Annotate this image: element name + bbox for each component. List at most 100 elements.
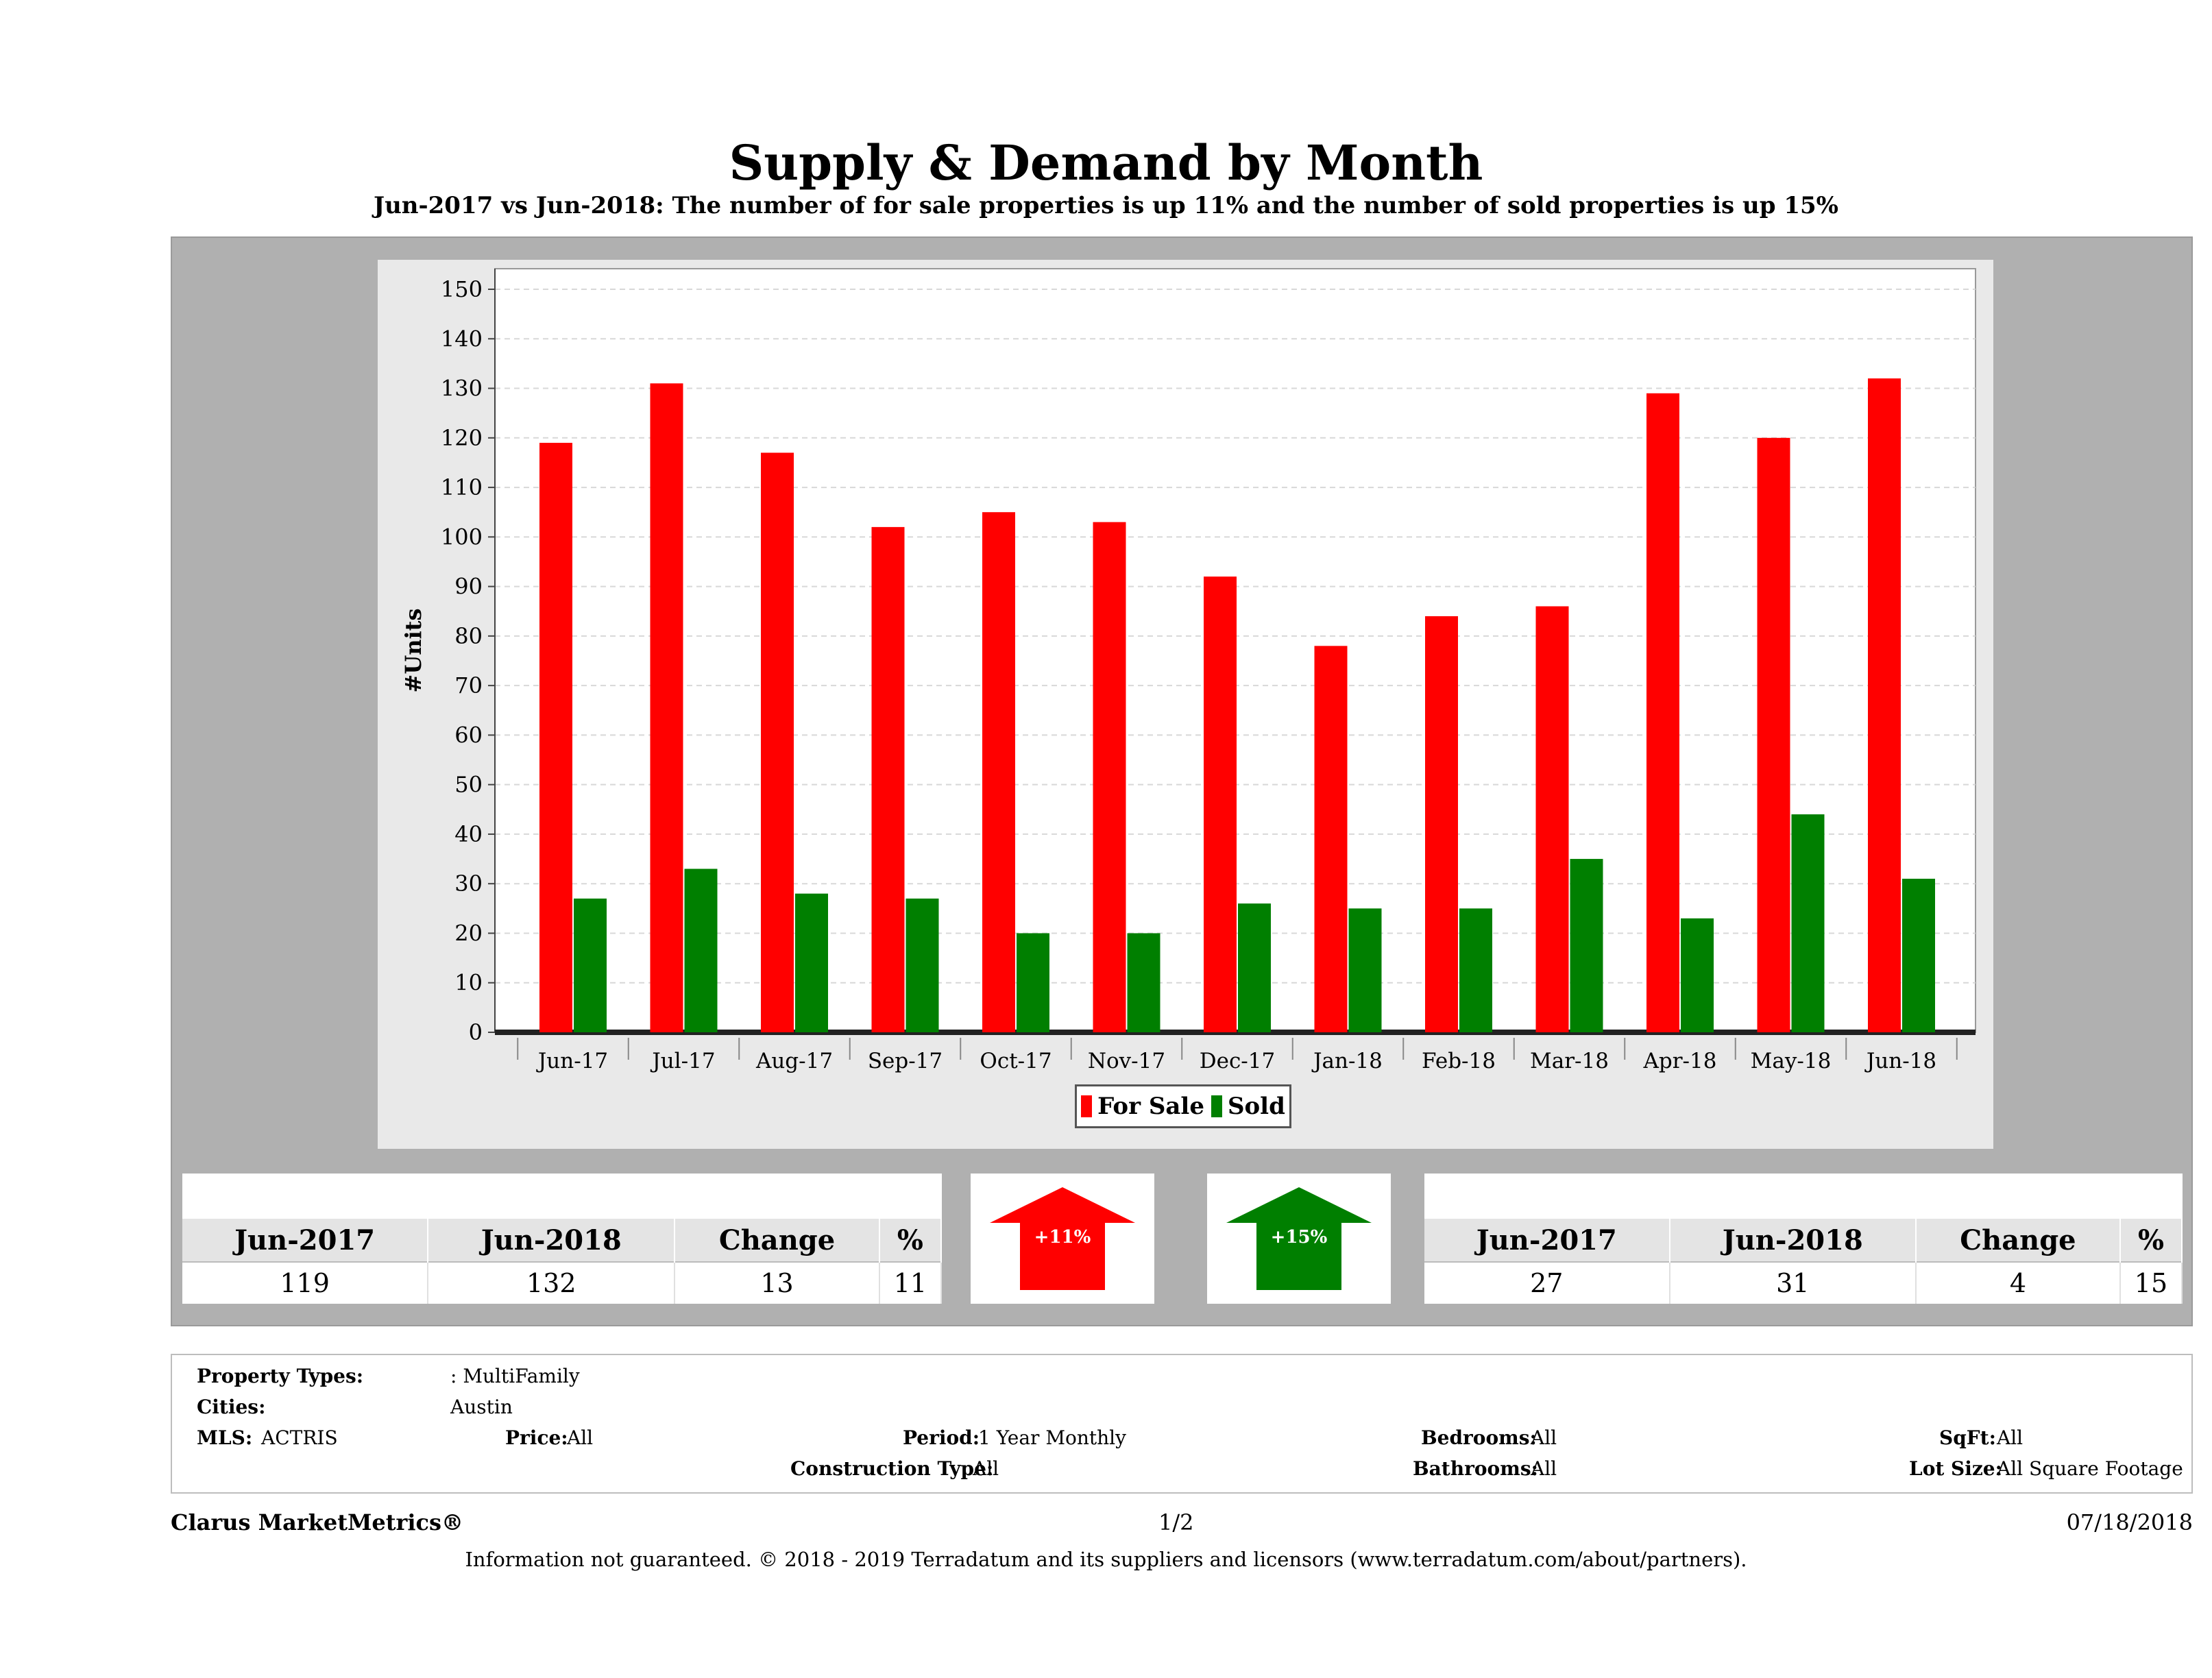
bar-for-sale [539, 443, 572, 1032]
sold-change-label: +15% [1270, 1227, 1328, 1248]
bathrooms-label: Bathrooms: [1413, 1457, 1538, 1480]
tick-labels: 0 10 20 30 40 50 60 70 80 90 100 110 120 130 140 150 #Un… [400, 276, 1936, 1073]
property-types-label: Property Types: [197, 1365, 364, 1387]
stat-value: 119 [182, 1261, 429, 1304]
x-tick-label: Nov-17 [1088, 1049, 1165, 1073]
bar-for-sale [1093, 522, 1126, 1032]
bar-for-sale [761, 452, 794, 1032]
sqft-value: All [1997, 1426, 2023, 1449]
bar-sold [1238, 903, 1271, 1032]
x-tick-label: Jun-18 [1864, 1049, 1936, 1073]
stat-value: 15 [2119, 1261, 2183, 1304]
bar-for-sale [650, 383, 683, 1032]
property-types-value: : MultiFamily [450, 1365, 580, 1387]
x-tick-label: Feb-18 [1422, 1049, 1496, 1073]
bar-for-sale [1425, 616, 1458, 1032]
stat-header: Change [674, 1219, 880, 1262]
y-tick-label: 10 [454, 970, 483, 996]
stat-header: % [879, 1219, 943, 1262]
bedrooms-label: Bedrooms: [1421, 1426, 1537, 1449]
x-tick-label: Mar-18 [1530, 1049, 1609, 1073]
bar-for-sale [1535, 606, 1569, 1032]
price-value: All [567, 1426, 594, 1449]
y-tick-label: 20 [454, 920, 483, 946]
chart-legend: For Sale Sold [1075, 1084, 1291, 1128]
construction-type-value: All [973, 1457, 999, 1480]
period-label: Period: [903, 1426, 980, 1449]
x-tick-label: Aug-17 [755, 1049, 833, 1073]
lot-size-value: All Square Footage [1997, 1457, 2183, 1480]
bar-chart: 0 10 20 30 40 50 60 70 80 90 100 110 120 130 140 150 #Un… [400, 268, 1976, 1073]
mls-label: MLS: [197, 1426, 253, 1449]
up-arrow-icon [1226, 1187, 1372, 1290]
bar-for-sale [1314, 646, 1348, 1032]
x-tick-label: Jan-18 [1311, 1049, 1383, 1073]
legend-label-sold: Sold [1227, 1093, 1285, 1120]
period-value: 1 Year Monthly [978, 1426, 1126, 1449]
lot-size-label: Lot Size: [1909, 1457, 2002, 1480]
footer-brand: Clarus MarketMetrics® [171, 1509, 464, 1535]
bar-sold [906, 898, 939, 1032]
for-sale-arrow-box: +11% [971, 1174, 1154, 1304]
y-tick-label: 140 [441, 326, 483, 352]
stat-value: 4 [1915, 1261, 2121, 1304]
bar-sold [684, 868, 718, 1032]
stat-header: Jun-2018 [1669, 1219, 1917, 1262]
stat-value: 11 [879, 1261, 943, 1304]
bar-sold [1681, 918, 1714, 1032]
bar-sold [1902, 878, 1935, 1032]
y-tick-label: 130 [441, 376, 483, 402]
y-tick-label: 110 [441, 474, 483, 500]
y-tick-label: 90 [454, 574, 483, 600]
cities-label: Cities: [197, 1396, 266, 1418]
bar-for-sale [1204, 576, 1237, 1032]
y-tick-label: 40 [454, 821, 483, 847]
y-tick-label: 50 [454, 772, 483, 798]
cities-value: Austin [450, 1396, 513, 1418]
up-arrow-icon [990, 1187, 1135, 1290]
bar-for-sale [871, 526, 905, 1032]
x-tick-label: May-18 [1751, 1049, 1832, 1073]
bar-for-sale [982, 512, 1015, 1032]
bar-for-sale [1646, 393, 1679, 1032]
footer-page-number: 1/2 [1158, 1509, 1194, 1535]
stat-header: Change [1915, 1219, 2121, 1262]
stat-header: Jun-2017 [182, 1219, 429, 1262]
stat-header: % [2119, 1219, 2183, 1262]
stat-header: Jun-2018 [428, 1219, 676, 1262]
x-tick-label: Apr-18 [1643, 1049, 1717, 1073]
page-subtitle: Jun-2017 vs Jun-2018: The number of for … [374, 192, 1838, 219]
sold-arrow-box: +15% [1207, 1174, 1391, 1304]
sqft-label: SqFt: [1939, 1426, 1996, 1449]
bar-sold [574, 898, 607, 1032]
bar-sold [1017, 933, 1049, 1032]
y-tick-label: 60 [454, 722, 483, 748]
bar-for-sale [1757, 437, 1790, 1032]
bar-sold [795, 893, 828, 1032]
bar-sold [1791, 814, 1825, 1032]
bar-for-sale [1868, 378, 1901, 1032]
y-tick-label: 150 [441, 276, 483, 302]
legend-item-for-sale: For Sale [1081, 1093, 1204, 1120]
stat-header: Jun-2017 [1424, 1219, 1670, 1262]
construction-type-label: Construction Type: [790, 1457, 994, 1480]
legend-swatch-for-sale [1081, 1095, 1093, 1117]
y-tick-label: 0 [469, 1019, 483, 1045]
y-tick-label: 120 [441, 425, 483, 451]
stat-value: 27 [1424, 1261, 1670, 1304]
footer-date: 07/18/2018 [2066, 1509, 2193, 1535]
y-axis-label: #Units [400, 609, 426, 693]
x-tick-label: Dec-17 [1200, 1049, 1275, 1073]
x-tick-label: Jun-17 [536, 1049, 608, 1073]
footer-disclaimer: Information not guaranteed. © 2018 - 201… [465, 1548, 1747, 1571]
page-title: Supply & Demand by Month [729, 134, 1483, 191]
bar-sold [1127, 933, 1160, 1032]
mls-value: ACTRIS [261, 1426, 338, 1449]
price-label: Price: [505, 1426, 568, 1449]
legend-swatch-sold [1211, 1095, 1222, 1117]
y-tick-label: 30 [454, 871, 483, 897]
bathrooms-value: All [1531, 1457, 1557, 1480]
search-criteria-box: Property Types: : MultiFamily Cities: Au… [171, 1354, 2193, 1494]
y-tick-label: 70 [454, 672, 483, 698]
bedrooms-value: All [1531, 1426, 1557, 1449]
